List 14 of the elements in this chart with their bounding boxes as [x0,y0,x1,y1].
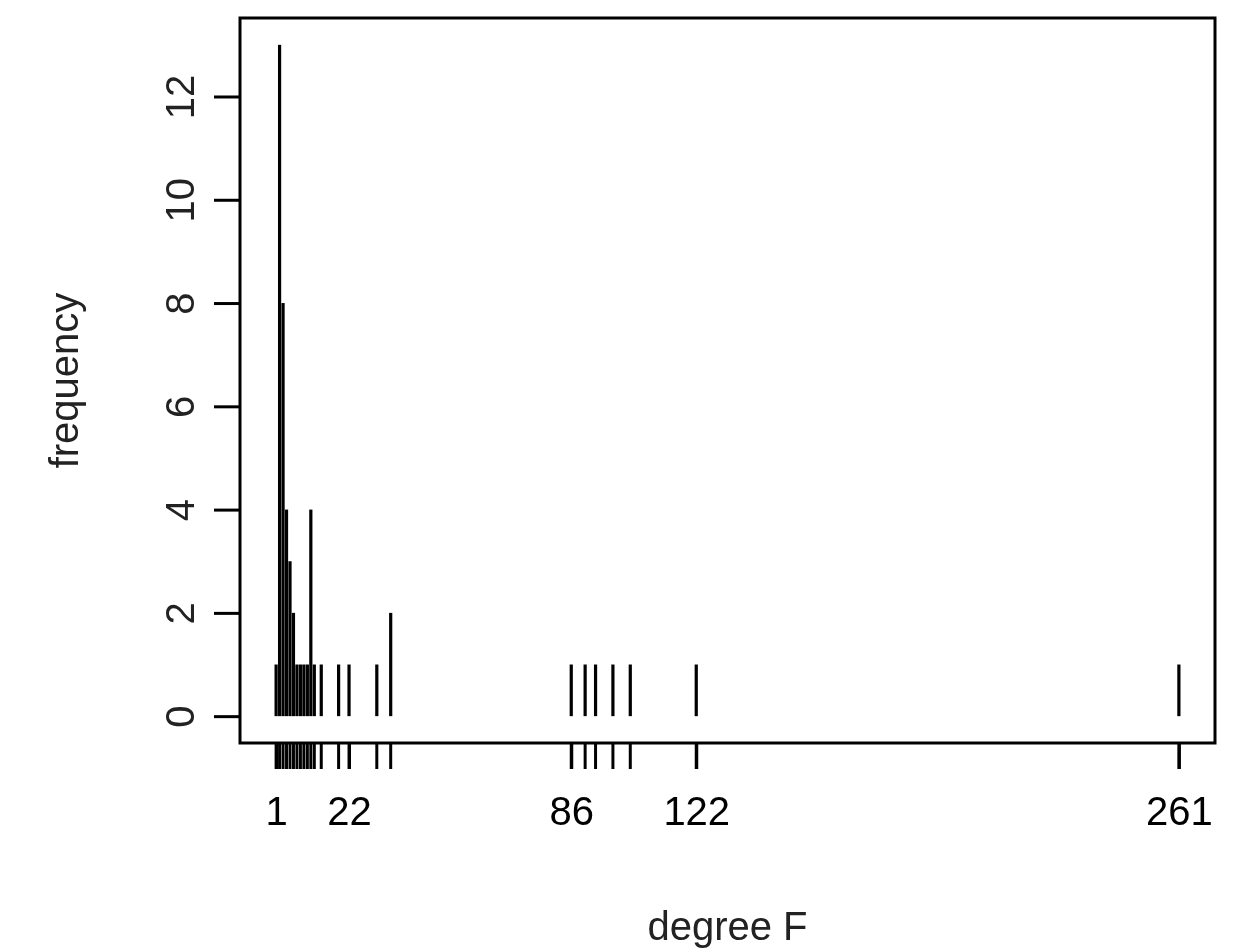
y-tick-label: 0 [158,705,202,728]
y-tick-label: 2 [158,602,202,625]
x-tick-label: 86 [549,789,594,834]
y-tick-label: 4 [158,498,202,522]
y-tick-label: 10 [158,178,202,223]
x-axis-title: degree F [647,904,808,948]
y-tick-label: 6 [158,395,202,418]
x-tick-label: 1 [265,789,288,834]
x-tick-label: 22 [327,789,372,834]
y-tick-label: 8 [158,292,202,315]
y-axis-title: frequency [42,292,86,469]
x-tick-label: 122 [663,789,731,834]
x-tick-label: 261 [1146,789,1213,834]
y-tick-label: 12 [158,74,202,120]
